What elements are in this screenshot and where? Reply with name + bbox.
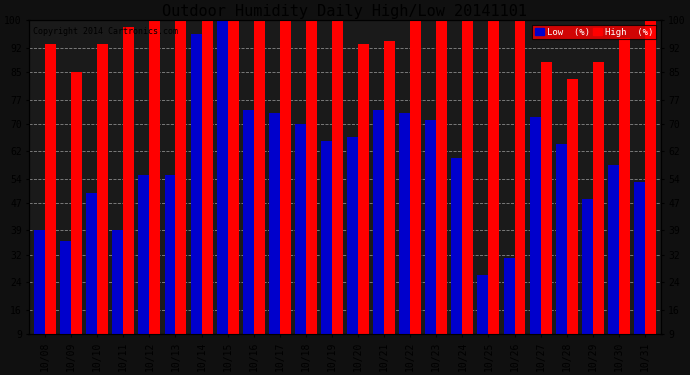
Bar	[373, 110, 384, 334]
Bar	[566, 79, 578, 334]
Bar	[124, 27, 135, 334]
Bar	[384, 41, 395, 334]
Bar	[175, 0, 186, 334]
Bar	[462, 0, 473, 334]
Bar	[321, 141, 332, 334]
Title: Outdoor Humidity Daily High/Low 20141101: Outdoor Humidity Daily High/Low 20141101	[163, 4, 527, 19]
Bar	[410, 0, 421, 334]
Bar	[634, 182, 645, 334]
Bar	[358, 45, 369, 334]
Bar	[477, 275, 489, 334]
Bar	[489, 13, 500, 334]
Bar	[97, 45, 108, 334]
Bar	[269, 113, 280, 334]
Bar	[254, 0, 265, 334]
Bar	[504, 258, 515, 334]
Bar	[530, 117, 540, 334]
Bar	[243, 110, 254, 334]
Bar	[280, 0, 290, 334]
Bar	[112, 231, 124, 334]
Bar	[217, 20, 228, 334]
Bar	[582, 200, 593, 334]
Bar	[139, 176, 150, 334]
Text: Copyright 2014 Cartronics.com: Copyright 2014 Cartronics.com	[32, 27, 177, 36]
Bar	[645, 20, 656, 334]
Bar	[295, 124, 306, 334]
Bar	[436, 10, 447, 334]
Bar	[150, 20, 160, 334]
Bar	[619, 38, 630, 334]
Bar	[425, 120, 436, 334]
Bar	[451, 158, 462, 334]
Bar	[555, 144, 566, 334]
Bar	[164, 176, 175, 334]
Bar	[190, 34, 201, 334]
Bar	[34, 231, 45, 334]
Bar	[306, 20, 317, 334]
Bar	[60, 241, 71, 334]
Bar	[228, 0, 239, 334]
Bar	[400, 113, 410, 334]
Bar	[593, 62, 604, 334]
Bar	[45, 45, 56, 334]
Bar	[332, 10, 343, 334]
Bar	[201, 0, 213, 334]
Bar	[347, 138, 358, 334]
Bar	[540, 62, 551, 334]
Bar	[71, 72, 82, 334]
Bar	[515, 0, 526, 334]
Legend: Low  (%), High  (%): Low (%), High (%)	[532, 25, 656, 39]
Bar	[86, 193, 97, 334]
Bar	[608, 165, 619, 334]
